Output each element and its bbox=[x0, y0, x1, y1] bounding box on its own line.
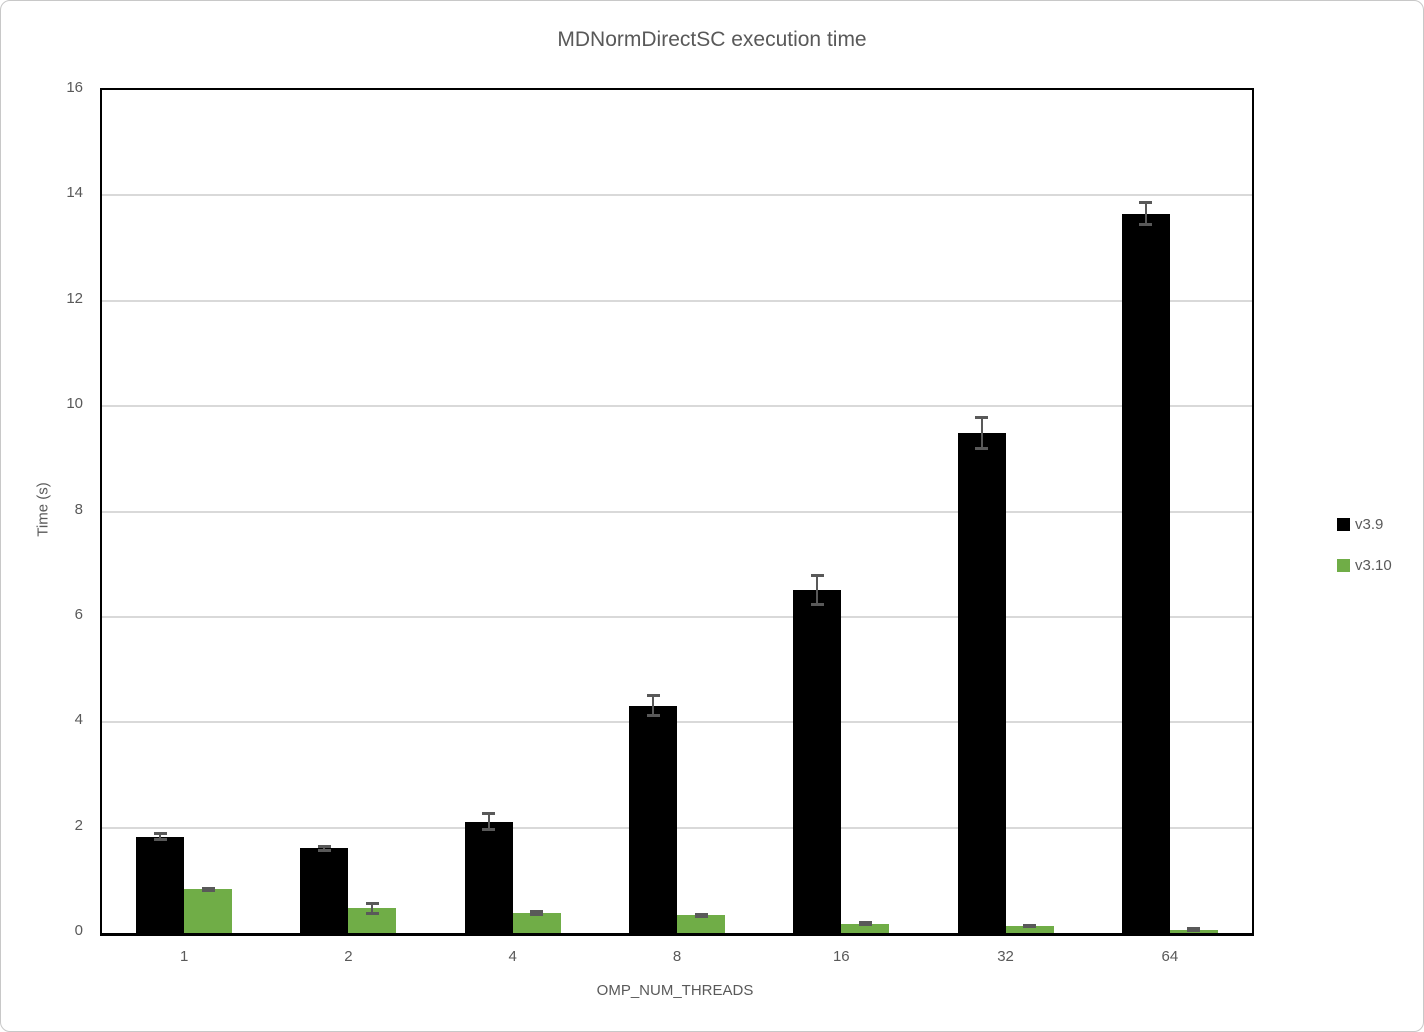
legend-label-v3-9: v3.9 bbox=[1355, 516, 1384, 533]
error-bar-v3.9-threads-64 bbox=[1144, 202, 1147, 226]
bar-v3.10-threads-8 bbox=[677, 915, 725, 933]
gridline-y-8 bbox=[102, 510, 1252, 513]
y-tick-label-16: 16 bbox=[66, 79, 83, 96]
error-cap-bottom-v3.9-threads-64 bbox=[1139, 223, 1153, 227]
error-cap-bottom-v3.9-threads-4 bbox=[482, 828, 496, 832]
bar-v3.10-threads-32 bbox=[1005, 926, 1054, 933]
error-cap-bottom-v3.10-threads-8 bbox=[694, 914, 708, 918]
error-cap-bottom-v3.9-threads-32 bbox=[975, 446, 989, 450]
legend-item-v3-9: v3.9 bbox=[1337, 516, 1392, 533]
error-cap-top-v3.10-threads-2 bbox=[365, 901, 379, 905]
error-cap-bottom-v3.9-threads-2 bbox=[317, 848, 331, 852]
error-cap-bottom-v3.10-threads-64 bbox=[1187, 929, 1201, 933]
error-bar-v3.9-threads-32 bbox=[980, 417, 983, 449]
gridline-y-12 bbox=[102, 299, 1252, 302]
plot-area bbox=[100, 88, 1254, 936]
x-tick-label-2: 2 bbox=[344, 948, 353, 965]
y-tick-label-10: 10 bbox=[66, 395, 83, 413]
error-cap-bottom-v3.10-threads-16 bbox=[858, 923, 872, 927]
error-cap-bottom-v3.10-threads-32 bbox=[1023, 925, 1037, 929]
error-bar-v3.10-threads-4 bbox=[535, 910, 538, 916]
bar-v3.10-threads-4 bbox=[512, 912, 561, 933]
error-cap-top-v3.10-threads-64 bbox=[1187, 927, 1201, 931]
error-cap-top-v3.9-threads-16 bbox=[810, 574, 824, 578]
y-tick-label-2: 2 bbox=[74, 816, 83, 834]
x-tick-label-16: 16 bbox=[832, 948, 850, 965]
error-cap-top-v3.10-threads-1 bbox=[201, 886, 215, 890]
x-tick-label-8: 8 bbox=[672, 948, 682, 965]
y-tick-label-14: 14 bbox=[66, 184, 83, 202]
error-cap-bottom-v3.10-threads-1 bbox=[201, 888, 215, 892]
y-tick-label-6: 6 bbox=[74, 605, 83, 623]
error-bar-v3.10-threads-2 bbox=[371, 902, 374, 914]
bar-v3.10-threads-16 bbox=[841, 923, 890, 933]
y-tick-label-4: 4 bbox=[74, 711, 83, 729]
gridline-y-2 bbox=[102, 826, 1252, 829]
error-cap-bottom-v3.9-threads-16 bbox=[810, 602, 824, 606]
bar-v3.9-threads-8 bbox=[629, 705, 677, 933]
error-cap-bottom-v3.10-threads-4 bbox=[530, 913, 544, 917]
legend-swatch-v3-9 bbox=[1337, 518, 1350, 531]
x-tick-label-64: 64 bbox=[1161, 948, 1179, 965]
error-cap-top-v3.9-threads-32 bbox=[975, 416, 989, 420]
error-cap-top-v3.10-threads-16 bbox=[858, 920, 872, 924]
error-cap-top-v3.9-threads-8 bbox=[646, 694, 660, 698]
bar-v3.9-threads-64 bbox=[1121, 213, 1170, 933]
error-cap-top-v3.10-threads-4 bbox=[530, 909, 544, 913]
bar-v3.10-threads-1 bbox=[184, 889, 233, 933]
gridline-y-14 bbox=[102, 194, 1252, 197]
bar-v3.9-threads-1 bbox=[136, 836, 185, 933]
error-bar-v3.9-threads-2 bbox=[323, 845, 326, 851]
error-cap-bottom-v3.10-threads-2 bbox=[365, 911, 379, 915]
y-tick-label-8: 8 bbox=[74, 500, 83, 518]
y-tick-label-12: 12 bbox=[66, 289, 83, 307]
error-cap-top-v3.9-threads-4 bbox=[482, 812, 496, 816]
x-tick-label-4: 4 bbox=[508, 948, 517, 965]
error-bar-v3.9-threads-16 bbox=[816, 575, 819, 605]
error-cap-top-v3.9-threads-64 bbox=[1139, 201, 1153, 205]
legend-item-v3-10: v3.10 bbox=[1337, 557, 1392, 574]
error-cap-top-v3.9-threads-2 bbox=[317, 844, 331, 848]
error-cap-bottom-v3.9-threads-1 bbox=[153, 837, 167, 841]
error-bar-v3.9-threads-4 bbox=[487, 813, 490, 831]
bar-v3.9-threads-32 bbox=[957, 433, 1006, 933]
bar-v3.9-threads-16 bbox=[793, 590, 842, 933]
error-bar-v3.9-threads-8 bbox=[652, 695, 654, 717]
gridline-y-10 bbox=[102, 405, 1252, 408]
legend-label-v3-10: v3.10 bbox=[1355, 557, 1392, 574]
legend: v3.9 v3.10 bbox=[1337, 516, 1392, 598]
y-tick-label-0: 0 bbox=[74, 922, 83, 939]
error-cap-top-v3.10-threads-8 bbox=[694, 912, 708, 916]
chart-title: MDNormDirectSC execution time bbox=[557, 28, 867, 51]
error-cap-bottom-v3.9-threads-8 bbox=[646, 714, 660, 718]
x-tick-label-32: 32 bbox=[997, 948, 1014, 965]
x-tick-label-1: 1 bbox=[179, 948, 189, 965]
bar-v3.9-threads-4 bbox=[464, 821, 513, 933]
gridline-y-4 bbox=[102, 721, 1252, 724]
error-cap-top-v3.9-threads-1 bbox=[153, 832, 167, 836]
x-axis-title: OMP_NUM_THREADS bbox=[596, 982, 754, 999]
gridline-y-6 bbox=[102, 615, 1252, 618]
error-bar-v3.9-threads-1 bbox=[159, 833, 162, 840]
bar-v3.9-threads-2 bbox=[300, 848, 349, 933]
legend-swatch-v3-10 bbox=[1337, 559, 1350, 572]
